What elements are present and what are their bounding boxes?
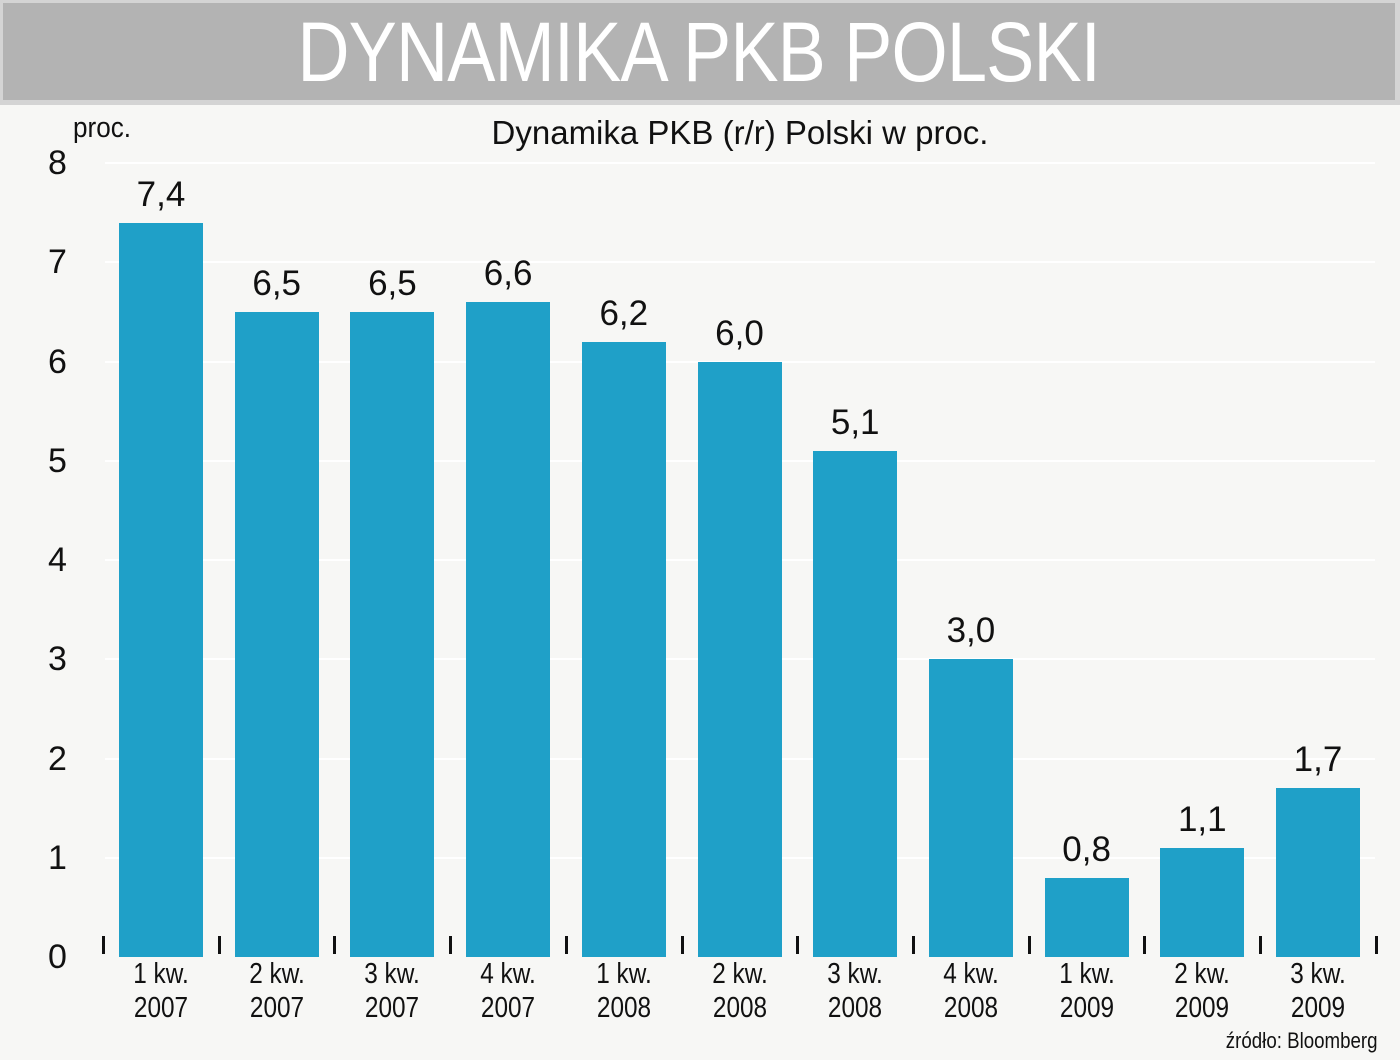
x-axis-tick-mark [564,936,568,954]
bar [1160,847,1245,957]
bar [1044,877,1129,957]
title-banner-inner: DYNAMIKA PKB POLSKI [3,3,1395,100]
x-axis-category-label: 1 kw. 2009 [1038,957,1135,1025]
x-axis-tick-mark [680,936,684,954]
bar [1276,788,1360,957]
bar [234,311,319,957]
category-year: 2007 [365,992,420,1024]
x-axis-category-label: 3 kw. 2008 [806,957,903,1025]
category-quarter: 1 kw. [596,958,652,990]
y-axis-tick-label: 2 [48,739,67,778]
category-quarter: 3 kw. [827,958,883,990]
category-year: 2008 [712,992,767,1024]
x-axis-tick-mark [1027,936,1031,954]
bar-value-label: 1,7 [1293,740,1343,780]
bar-value-label: 0,8 [1062,829,1111,869]
x-axis-category-label: 2 kw. 2007 [228,957,325,1025]
bar-value-label: 1,1 [1177,799,1227,839]
gridline [105,162,1375,164]
category-quarter: 2 kw. [248,958,305,990]
category-quarter: 1 kw. [1058,958,1115,990]
x-axis-category-label: 3 kw. 2007 [344,957,441,1025]
x-axis-tick-mark [796,936,800,954]
y-axis-tick-label: 8 [48,144,67,182]
bar [350,311,435,957]
y-axis-unit-label: proc. [73,112,132,144]
x-axis-tick-mark [911,936,915,954]
category-year: 2009 [1175,992,1230,1024]
source-note: źródło: Bloomberg [1226,1028,1378,1053]
x-axis-category-label: 4 kw. 2008 [922,957,1019,1025]
x-axis-category-label: 2 kw. 2008 [691,957,788,1025]
title-banner: DYNAMIKA PKB POLSKI [0,0,1400,105]
y-axis-tick-label: 7 [48,243,67,282]
bar-value-label: 5,1 [830,402,880,442]
x-axis-tick-mark [449,936,453,954]
y-axis-tick-label: 5 [48,441,67,480]
y-axis-tick-label: 1 [48,838,67,877]
category-quarter: 1 kw. [133,958,189,990]
category-year: 2007 [133,992,189,1024]
y-axis-tick-label: 4 [48,541,67,579]
chart-title: Dynamika PKB (r/r) Polski w proc. [491,114,989,151]
bar-value-label: 7,4 [136,174,186,214]
category-year: 2008 [943,992,998,1024]
bar-value-label: 6,5 [368,263,417,303]
category-quarter: 3 kw. [1290,958,1346,990]
x-axis-tick-mark [333,936,337,954]
x-axis-category-label: 2 kw. 2009 [1154,957,1251,1025]
category-quarter: 2 kw. [1174,958,1231,990]
category-year: 2008 [596,992,651,1024]
bar [813,450,898,957]
category-quarter: 4 kw. [943,958,999,990]
gridline [105,261,1375,264]
bar-value-label: 6,2 [599,293,649,333]
bar [928,659,1013,957]
x-axis-category-label: 1 kw. 2008 [575,957,672,1025]
category-year: 2007 [249,992,304,1024]
category-quarter: 4 kw. [480,958,536,990]
category-year: 2009 [1290,992,1346,1024]
bar-value-label: 6,6 [483,253,533,293]
x-axis-tick-mark [1143,936,1147,954]
x-axis-tick-mark [217,936,221,954]
x-axis-tick-mark [102,936,105,954]
bar-value-label: 6,0 [715,313,764,353]
x-axis-tick-mark [1259,936,1262,954]
bar-value-label: 3,0 [946,611,996,651]
bar [697,361,782,957]
bar-value-label: 6,5 [252,263,302,303]
y-axis-tick-label: 3 [48,640,67,679]
bar [119,222,203,957]
y-axis-tick-label: 0 [48,938,67,976]
x-axis-tick-mark [1374,936,1378,954]
category-year: 2007 [480,992,536,1024]
y-axis-tick-label: 6 [48,342,67,381]
category-year: 2008 [828,992,883,1024]
x-axis-category-label: 1 kw. 2007 [112,957,209,1025]
bar [466,301,551,957]
category-quarter: 3 kw. [364,958,421,990]
category-quarter: 2 kw. [711,958,768,990]
bar [581,341,666,957]
x-axis-category-label: 3 kw. 2009 [1269,957,1366,1025]
page-title: DYNAMIKA PKB POLSKI [297,4,1102,99]
x-axis-category-label: 4 kw. 2007 [459,957,556,1025]
category-year: 2009 [1059,992,1114,1024]
